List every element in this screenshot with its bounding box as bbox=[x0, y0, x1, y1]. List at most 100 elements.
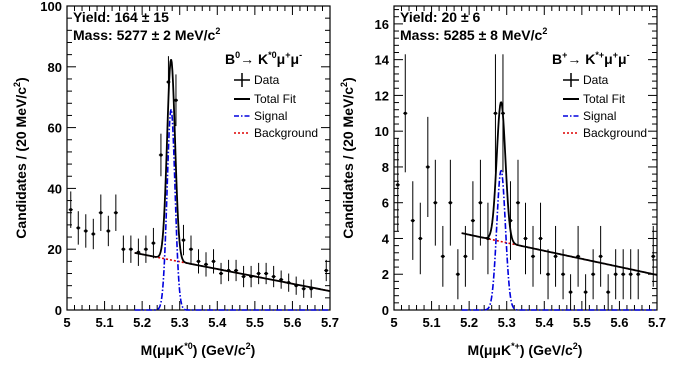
right-data-point bbox=[614, 272, 618, 276]
left-data-point bbox=[272, 274, 276, 279]
right-data-point bbox=[516, 201, 520, 205]
left-x-tick-label: 5.4 bbox=[208, 315, 227, 330]
left-data-point bbox=[121, 247, 125, 251]
left-y-tick-label: 80 bbox=[48, 60, 62, 75]
left-y-axis-label: Candidates / (20 MeV/c2) bbox=[12, 77, 29, 238]
right-x-tick-label: 5.3 bbox=[498, 315, 516, 330]
left-panel: 5 5.1 5.2 5.3 5.4 5.5 5.6 5.7 0 20 40 60 80 100 Yield… bbox=[12, 0, 339, 358]
right-data-point bbox=[531, 254, 535, 258]
left-data-point bbox=[181, 238, 186, 242]
left-legend: Data Total Fit Signal Background bbox=[234, 73, 318, 140]
left-data-point bbox=[69, 208, 73, 212]
right-x-tick-label: 5.6 bbox=[610, 315, 628, 330]
right-legend-total-label: Total Fit bbox=[583, 92, 626, 106]
left-data-point bbox=[249, 274, 253, 279]
right-curves bbox=[461, 101, 658, 311]
right-legend-signal-label: Signal bbox=[583, 109, 616, 123]
left-data-point bbox=[151, 241, 156, 245]
right-plot-frame bbox=[393, 5, 658, 311]
left-data-point bbox=[294, 284, 298, 288]
right-data-point bbox=[606, 290, 610, 294]
right-data-point bbox=[576, 254, 580, 258]
right-x-tick-label: 5.5 bbox=[573, 315, 591, 330]
left-data-point bbox=[287, 281, 291, 285]
right-x-tick-label: 5.4 bbox=[535, 315, 554, 330]
right-y-tick-label: 8 bbox=[382, 160, 389, 175]
left-decay-label: B0→ K*0μ+μ- bbox=[225, 50, 302, 67]
right-legend-background-label: Background bbox=[583, 126, 647, 140]
left-data-point bbox=[264, 271, 268, 276]
left-data-point bbox=[84, 229, 88, 233]
left-x-tick-label: 5.5 bbox=[246, 315, 264, 330]
left-x-tick-label: 5 bbox=[63, 315, 70, 330]
right-data-point bbox=[651, 254, 655, 258]
left-data-point bbox=[76, 226, 80, 230]
right-total-fit-curve bbox=[461, 101, 658, 276]
left-yield-label: Yield: 164 ± 15 bbox=[73, 9, 169, 25]
right-data-point bbox=[456, 272, 460, 276]
left-data-point bbox=[302, 287, 306, 291]
left-data-point bbox=[324, 268, 328, 273]
left-y-tick-label: 0 bbox=[55, 303, 62, 318]
left-y-tick-label: 60 bbox=[48, 121, 62, 136]
right-background-curve bbox=[461, 232, 658, 276]
right-data-point bbox=[418, 236, 422, 241]
left-data-point bbox=[159, 153, 163, 157]
left-signal-curve bbox=[134, 109, 330, 311]
right-data-point bbox=[591, 272, 595, 276]
left-data-point bbox=[226, 268, 231, 273]
left-curves bbox=[134, 59, 331, 311]
right-x-tick-label: 5 bbox=[390, 315, 397, 330]
right-x-tick-label: 5.1 bbox=[423, 315, 441, 330]
right-data-point bbox=[538, 236, 543, 241]
left-legend-total-label: Total Fit bbox=[254, 92, 297, 106]
right-y-tick-label: 0 bbox=[382, 303, 389, 318]
right-data-point bbox=[493, 111, 498, 115]
left-data-points bbox=[68, 56, 329, 298]
right-x-tick-label: 5.2 bbox=[460, 315, 478, 330]
right-data-point bbox=[396, 183, 400, 187]
right-data-point bbox=[568, 290, 573, 294]
left-legend-signal-label: Signal bbox=[254, 109, 287, 123]
right-ticks: 5 5.1 5.2 5.3 5.4 5.5 5.6 5.7 0 2 4 6 8 10 12 14 16 bbox=[375, 6, 666, 330]
right-decay-label: B+→ K*+μ+μ- bbox=[552, 50, 630, 67]
left-data-point bbox=[204, 262, 208, 266]
right-mass-label: Mass: 5285 ± 8 MeV/c2 bbox=[400, 26, 547, 43]
right-y-tick-label: 16 bbox=[375, 17, 389, 32]
right-data-point bbox=[463, 254, 467, 258]
right-signal-curve bbox=[461, 169, 657, 311]
left-x-axis-label: M(μμK*0) (GeV/c2) bbox=[141, 341, 256, 358]
right-y-tick-label: 4 bbox=[382, 231, 390, 246]
left-data-point bbox=[309, 287, 313, 291]
right-data-point bbox=[636, 272, 640, 276]
right-y-tick-label: 2 bbox=[382, 267, 389, 282]
right-data-point bbox=[448, 201, 452, 205]
left-data-point bbox=[196, 259, 201, 263]
right-data-point bbox=[501, 111, 505, 115]
right-y-tick-label: 6 bbox=[382, 196, 389, 211]
right-y-tick-label: 14 bbox=[375, 53, 390, 68]
right-data-point bbox=[478, 201, 483, 205]
right-x-tick-label: 5.7 bbox=[648, 315, 666, 330]
left-data-point bbox=[106, 229, 110, 233]
left-data-point bbox=[136, 250, 140, 254]
right-data-point bbox=[426, 165, 430, 169]
right-data-point bbox=[441, 254, 445, 258]
right-data-point bbox=[433, 201, 437, 205]
right-data-point bbox=[599, 254, 603, 258]
right-data-points bbox=[395, 54, 656, 310]
left-legend-data-label: Data bbox=[254, 73, 280, 87]
right-data-point bbox=[546, 272, 550, 276]
right-y-axis-label: Candidates / (20 MeV/c2) bbox=[339, 77, 356, 238]
left-data-point bbox=[166, 80, 171, 84]
left-x-tick-label: 5.1 bbox=[96, 315, 114, 330]
right-legend: Data Total Fit Signal Background bbox=[563, 73, 647, 140]
left-data-point bbox=[241, 274, 246, 279]
right-data-point bbox=[629, 272, 633, 276]
left-legend-background-label: Background bbox=[254, 126, 318, 140]
right-data-point bbox=[553, 254, 558, 258]
left-data-point bbox=[91, 232, 95, 236]
left-x-tick-label: 5.3 bbox=[171, 315, 189, 330]
left-data-point bbox=[99, 211, 103, 215]
